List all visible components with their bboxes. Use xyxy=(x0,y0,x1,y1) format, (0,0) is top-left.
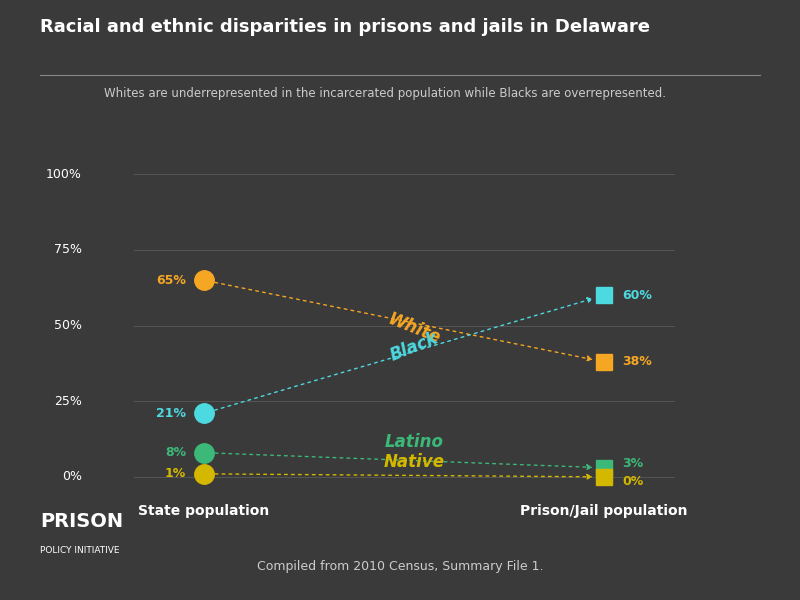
Text: PRISON: PRISON xyxy=(40,512,123,531)
Text: 8%: 8% xyxy=(165,446,186,459)
Text: 50%: 50% xyxy=(54,319,82,332)
Text: White: White xyxy=(385,310,443,347)
Text: 3%: 3% xyxy=(622,457,643,470)
Text: Racial and ethnic disparities in prisons and jails in Delaware: Racial and ethnic disparities in prisons… xyxy=(40,18,650,36)
Text: 100%: 100% xyxy=(46,168,82,181)
Text: 25%: 25% xyxy=(54,395,82,408)
Text: 1%: 1% xyxy=(165,467,186,481)
Text: 75%: 75% xyxy=(54,244,82,256)
Text: 60%: 60% xyxy=(622,289,652,302)
Text: 65%: 65% xyxy=(156,274,186,287)
Text: 21%: 21% xyxy=(156,407,186,420)
Text: Prison/Jail population: Prison/Jail population xyxy=(520,504,688,518)
Text: Native: Native xyxy=(383,453,445,471)
Text: State population: State population xyxy=(138,504,270,518)
Text: Compiled from 2010 Census, Summary File 1.: Compiled from 2010 Census, Summary File … xyxy=(257,560,543,573)
Text: Whites are underrepresented in the incarcerated population while Blacks are over: Whites are underrepresented in the incar… xyxy=(104,87,666,100)
Text: 38%: 38% xyxy=(622,355,652,368)
Text: 0%: 0% xyxy=(62,470,82,484)
Text: 0%: 0% xyxy=(622,475,643,488)
Text: POLICY INITIATIVE: POLICY INITIATIVE xyxy=(40,546,119,555)
Text: Latino: Latino xyxy=(385,433,443,451)
Text: Black: Black xyxy=(387,329,441,365)
